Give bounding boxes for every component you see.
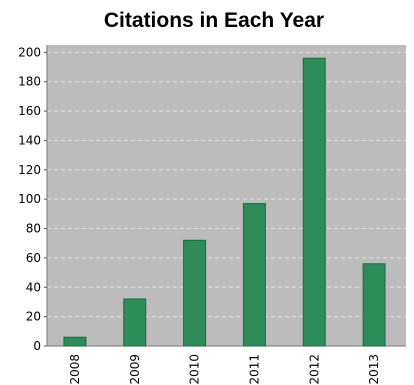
x-tick-label: 2010 bbox=[188, 354, 202, 385]
bar-2008 bbox=[63, 336, 87, 347]
y-tick-label: 180 bbox=[18, 75, 41, 89]
y-tick-label: 140 bbox=[18, 133, 41, 147]
y-tick-label: 160 bbox=[18, 104, 41, 118]
y-tick-label: 40 bbox=[26, 280, 41, 294]
x-tick-labels: 2008 2009 2010 2011 2012 2013 bbox=[68, 354, 381, 385]
y-tick-label: 120 bbox=[18, 163, 41, 177]
y-tick-label: 100 bbox=[18, 192, 41, 206]
y-tick-label: 0 bbox=[33, 339, 41, 353]
y-tick-label: 80 bbox=[26, 222, 41, 236]
y-tick-label: 200 bbox=[18, 45, 41, 59]
y-tick-labels: 0 20 40 60 80 100 120 140 160 180 200 bbox=[18, 45, 47, 353]
bar-2012 bbox=[302, 57, 326, 347]
axes bbox=[46, 45, 406, 347]
x-tick-label: 2008 bbox=[68, 354, 82, 385]
bar-2010 bbox=[183, 239, 207, 347]
y-tick-label: 60 bbox=[26, 251, 41, 265]
x-tick-label: 2011 bbox=[247, 354, 261, 385]
bar-2013 bbox=[362, 263, 386, 347]
bar-2011 bbox=[242, 203, 266, 347]
y-tick-label: 20 bbox=[26, 310, 41, 324]
grid-lines bbox=[47, 51, 406, 318]
x-tick-label: 2013 bbox=[367, 354, 381, 385]
plot-area bbox=[47, 45, 406, 346]
bars bbox=[63, 57, 386, 347]
bar-2009 bbox=[123, 298, 147, 347]
x-tick-label: 2009 bbox=[128, 354, 142, 385]
chart-title: Citations in Each Year bbox=[103, 9, 325, 32]
x-tick-label: 2012 bbox=[307, 354, 321, 385]
